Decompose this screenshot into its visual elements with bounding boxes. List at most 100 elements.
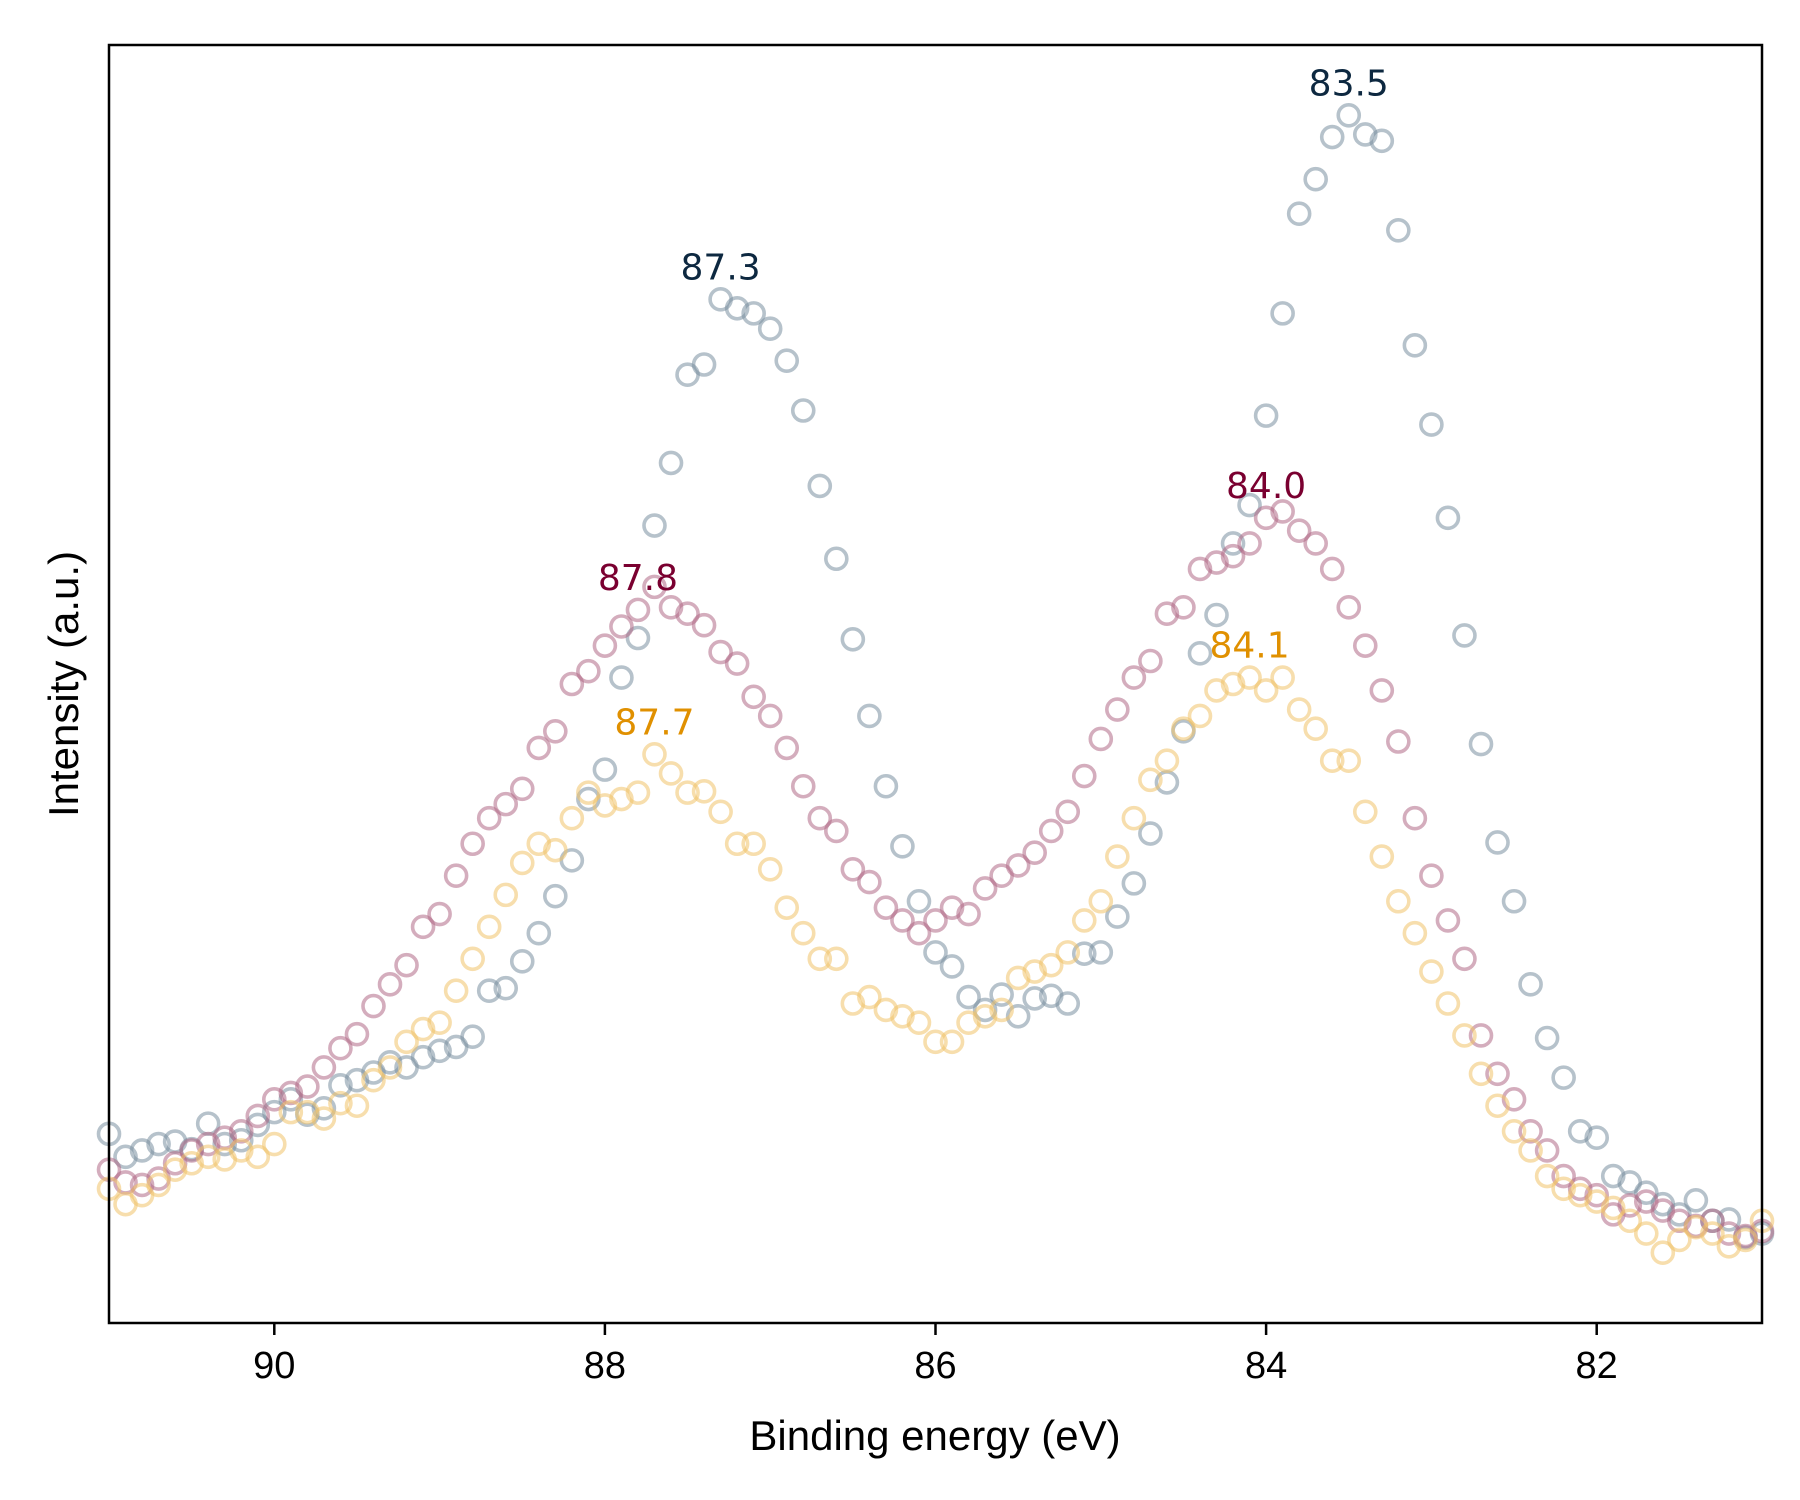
data-point [443, 978, 469, 1004]
data-point [807, 946, 833, 972]
data-point [195, 1144, 221, 1170]
data-point [906, 1010, 932, 1035]
data-point [509, 776, 535, 802]
data-point [1716, 1207, 1742, 1232]
data-point [311, 1106, 337, 1131]
data-point [328, 1035, 353, 1061]
data-point [824, 946, 849, 972]
data-point [741, 831, 766, 857]
data-point [543, 718, 568, 744]
data-point [1501, 1119, 1527, 1144]
data-point [1303, 716, 1328, 742]
data-point [642, 513, 667, 538]
data-point [691, 612, 717, 638]
data-point [1319, 556, 1345, 582]
data-point [890, 834, 915, 859]
data-point [261, 1131, 287, 1157]
plot-area [96, 102, 1775, 1266]
peak-label: 84.1 [1209, 626, 1289, 667]
data-point [724, 831, 750, 857]
data-point [774, 735, 800, 761]
data-point [906, 888, 932, 914]
data-point [675, 780, 700, 805]
data-point [1650, 1240, 1676, 1266]
data-point [1485, 1093, 1510, 1119]
data-point [146, 1131, 171, 1157]
data-point [609, 614, 634, 639]
data-point [1534, 1025, 1560, 1051]
peak-label: 87.7 [614, 702, 694, 743]
data-point [724, 651, 750, 676]
data-point [1071, 763, 1097, 789]
data-point [1419, 863, 1444, 889]
peak-label: 87.8 [598, 558, 678, 599]
data-point [774, 348, 800, 373]
data-point [1022, 986, 1047, 1011]
data-point [1534, 1138, 1560, 1163]
data-point [807, 805, 833, 831]
data-point [476, 805, 502, 831]
data-point [724, 295, 750, 321]
data-point [1187, 641, 1213, 666]
data-point [890, 908, 915, 933]
data-point [543, 837, 568, 863]
data-point [790, 773, 816, 799]
data-point [675, 601, 700, 627]
data-point [1435, 908, 1461, 933]
data-point [1187, 703, 1213, 729]
data-point [1402, 805, 1428, 831]
x-tick-label: 84 [1245, 1345, 1287, 1387]
data-point [708, 799, 733, 825]
data-point [1402, 333, 1428, 358]
data-point [1419, 412, 1444, 437]
data-point [592, 757, 618, 782]
peak-labels: 87.3 83.5 87.8 84.0 87.7 84.1 [598, 63, 1389, 743]
data-point [1138, 767, 1163, 793]
data-point [906, 920, 932, 946]
data-point [1468, 1061, 1494, 1087]
data-point [790, 920, 816, 946]
data-point [1220, 531, 1246, 556]
data-point [328, 1090, 353, 1116]
data-point [757, 316, 783, 342]
data-point [1733, 1227, 1758, 1253]
data-point [1121, 871, 1147, 896]
data-point [923, 908, 948, 933]
x-tick-label: 86 [914, 1345, 956, 1387]
data-point [972, 876, 998, 901]
data-point [1336, 748, 1362, 773]
data-point [427, 1010, 452, 1035]
data-point [443, 863, 469, 889]
data-point [1286, 697, 1312, 722]
data-point [1452, 946, 1477, 972]
data-point [377, 1055, 403, 1080]
data-point [1088, 726, 1114, 752]
data-point [923, 1029, 948, 1055]
data-point [146, 1172, 171, 1198]
data-point [460, 831, 485, 857]
data-point [1055, 940, 1081, 965]
data-point [1386, 888, 1411, 914]
data-point [807, 473, 833, 499]
data-point [642, 741, 667, 767]
data-point [509, 850, 535, 876]
data-point [1352, 799, 1378, 825]
data-point [1551, 1163, 1576, 1189]
data-point [344, 1021, 370, 1047]
data-point [1303, 166, 1328, 192]
data-point [939, 954, 965, 979]
data-point [427, 1038, 452, 1064]
data-point [923, 940, 948, 965]
data-point [261, 1099, 287, 1125]
data-point [1088, 940, 1114, 965]
data-point [1369, 844, 1395, 869]
data-point [1369, 678, 1395, 703]
data-point [741, 301, 766, 326]
data-point [1237, 492, 1262, 518]
data-point [1121, 805, 1147, 831]
data-point [1319, 124, 1345, 150]
data-point [476, 978, 502, 1004]
data-point [857, 869, 882, 895]
data-point [956, 984, 981, 1010]
